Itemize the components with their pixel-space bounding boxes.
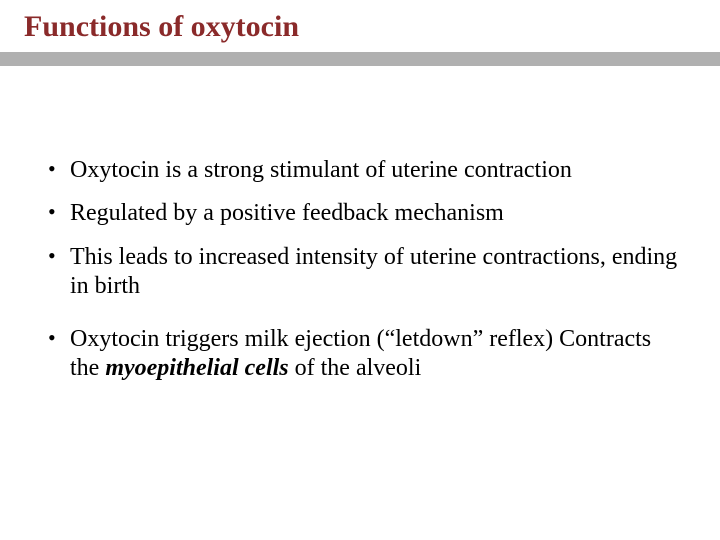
content-area: Oxytocin is a strong stimulant of uterin… (0, 66, 720, 384)
body-text: Regulated by a positive feedback mechani… (70, 200, 504, 226)
title-area: Functions of oxytocin (0, 0, 720, 52)
emphasized-text: myoepithelial cells (105, 355, 288, 381)
list-item: Oxytocin is a strong stimulant of uterin… (42, 156, 678, 185)
slide-title: Functions of oxytocin (24, 10, 696, 44)
body-text: This leads to increased intensity of ute… (70, 244, 677, 299)
list-item: Oxytocin triggers milk ejection (“letdow… (42, 325, 678, 384)
list-item: This leads to increased intensity of ute… (42, 243, 678, 302)
slide: Functions of oxytocin Oxytocin is a stro… (0, 0, 720, 540)
title-divider (0, 52, 720, 66)
body-text: Oxytocin is a strong stimulant of uterin… (70, 157, 572, 183)
body-text: of the alveoli (289, 355, 422, 381)
list-item: Regulated by a positive feedback mechani… (42, 199, 678, 228)
bullet-list: Oxytocin is a strong stimulant of uterin… (42, 156, 678, 384)
